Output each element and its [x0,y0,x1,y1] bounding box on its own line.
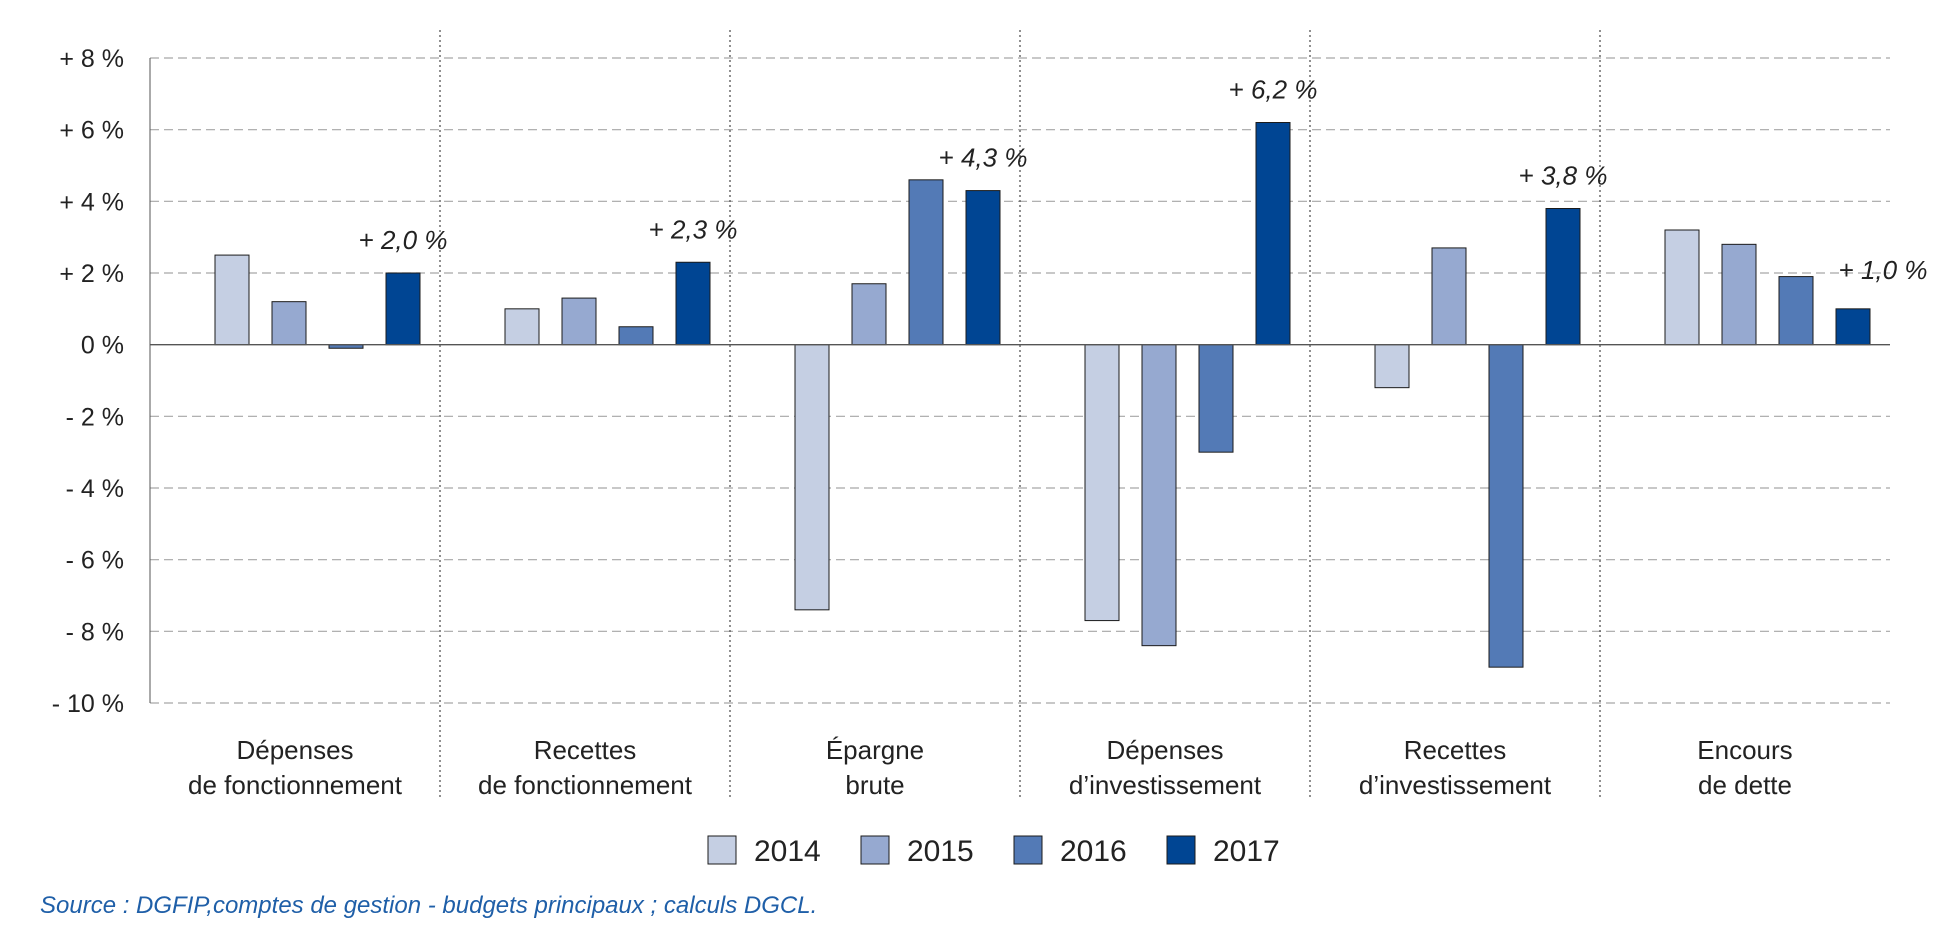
bar-2016 [1488,344,1524,668]
legend-label: 2016 [1060,835,1127,868]
category-label: de dette [1698,770,1792,800]
category-label: de fonctionnement [478,770,693,800]
legend-swatch-2017 [1166,835,1196,865]
bar-2015 [851,283,887,346]
data-label-2017: + 3,8 % [1519,161,1608,191]
bar-2014 [504,308,540,346]
bar-2017 [675,261,711,346]
bar-2016 [908,179,944,346]
y-tick-label: - 6 % [66,547,124,575]
bar-2015 [1141,344,1177,647]
y-tick-label: - 2 % [66,403,124,431]
category-label: Recettes [534,735,637,765]
category-label: Dépenses [236,735,353,765]
data-label-2017: + 2,0 % [359,225,448,255]
bar-2015 [561,297,597,346]
legend-label: 2014 [754,835,821,868]
bar-2015 [1721,243,1757,346]
bar-2016 [1778,276,1814,346]
y-tick-label: + 8 % [59,45,124,73]
category-label: Recettes [1404,735,1507,765]
y-tick-label: + 6 % [59,117,124,145]
category-label: de fonctionnement [188,770,403,800]
data-label-2017: + 2,3 % [649,214,738,244]
legend-swatch-2014 [707,835,737,865]
y-tick-label: - 4 % [66,475,124,503]
bar-2017 [1545,208,1581,346]
bar-2014 [794,344,830,611]
category-label: Encours [1697,735,1792,765]
bar-2015 [271,301,307,346]
category-label: d’investissement [1359,770,1552,800]
bar-2014 [214,254,250,346]
y-tick-label: + 4 % [59,188,124,216]
source-note: Source : DGFIP,comptes de gestion - budg… [40,892,818,919]
y-tick-label: - 10 % [52,690,124,718]
category-label: Épargne [826,735,924,765]
y-tick-label: - 8 % [66,618,124,646]
category-label: d’investissement [1069,770,1262,800]
legend-label: 2015 [907,835,974,868]
data-label-2017: + 4,3 % [939,143,1028,173]
bar-2016 [1198,344,1234,453]
y-tick-label: 0 % [81,332,124,360]
category-label: brute [845,770,904,800]
legend-label: 2017 [1213,835,1280,868]
bar-2014 [1374,344,1410,389]
bar-2017 [965,190,1001,346]
bar-2015 [1431,247,1467,346]
data-label-2017: + 6,2 % [1229,75,1318,105]
legend-swatch-2016 [1013,835,1043,865]
bar-2017 [1255,122,1291,346]
legend-swatch-2015 [860,835,890,865]
data-label-2017: + 1,0 % [1839,255,1928,285]
bar-2014 [1664,229,1700,346]
bar-2014 [1084,344,1120,622]
bar-2017 [385,272,421,346]
bar-2016 [618,326,654,346]
y-tick-label: + 2 % [59,260,124,288]
category-label: Dépenses [1106,735,1223,765]
bar-2017 [1835,308,1871,346]
